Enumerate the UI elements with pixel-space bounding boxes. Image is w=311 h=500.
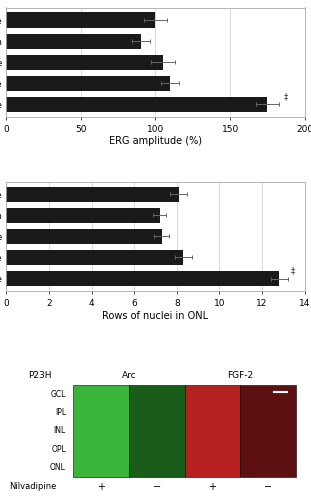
Text: INL: INL xyxy=(54,426,66,436)
Text: FGF-2: FGF-2 xyxy=(227,371,253,380)
Text: OPL: OPL xyxy=(51,444,66,454)
Bar xyxy=(6,97,267,112)
Bar xyxy=(185,386,240,476)
Bar xyxy=(73,386,129,476)
Bar xyxy=(6,76,170,91)
Text: +: + xyxy=(208,482,216,492)
Text: +: + xyxy=(97,482,105,492)
Bar xyxy=(6,34,141,48)
Text: GCL: GCL xyxy=(51,390,66,399)
Text: −: − xyxy=(153,482,161,492)
Bar xyxy=(6,208,160,223)
Bar xyxy=(6,229,162,244)
Bar xyxy=(240,386,296,476)
Bar xyxy=(129,386,185,476)
Text: IPL: IPL xyxy=(55,408,66,417)
Bar xyxy=(6,12,156,28)
Text: Arc: Arc xyxy=(122,371,136,380)
Text: Nilvadipine: Nilvadipine xyxy=(9,482,57,491)
Text: ONL: ONL xyxy=(50,463,66,472)
Bar xyxy=(6,186,179,202)
Text: −: − xyxy=(264,482,272,492)
Text: ‡: ‡ xyxy=(284,92,288,102)
Text: P23H: P23H xyxy=(28,371,52,380)
Text: ‡: ‡ xyxy=(291,266,295,276)
Bar xyxy=(6,54,163,70)
Bar xyxy=(6,250,183,265)
X-axis label: ERG amplitude (%): ERG amplitude (%) xyxy=(109,136,202,146)
Bar xyxy=(6,271,279,286)
X-axis label: Rows of nuclei in ONL: Rows of nuclei in ONL xyxy=(102,310,209,320)
